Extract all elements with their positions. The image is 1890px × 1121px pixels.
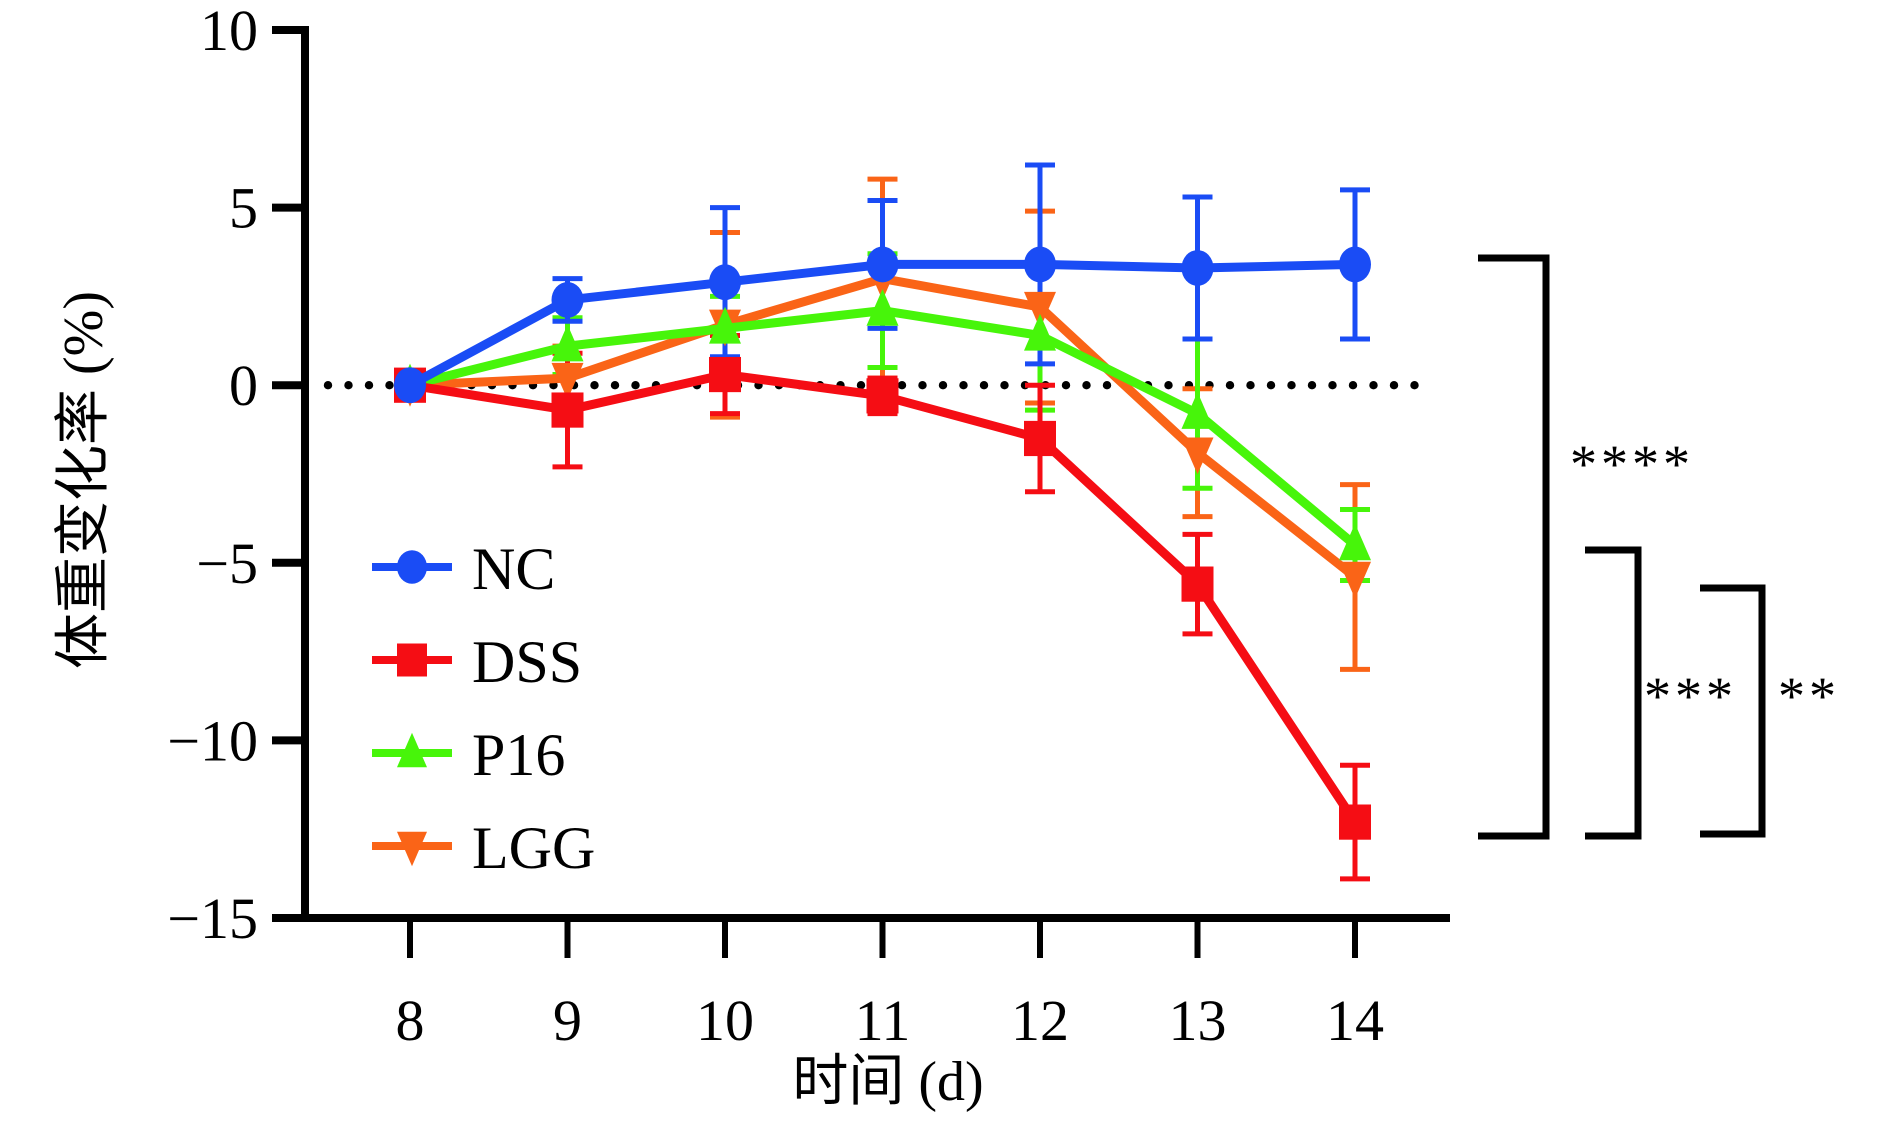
zero-reference-dot xyxy=(1246,381,1255,390)
data-point-dss xyxy=(551,392,584,428)
significance-label: ** xyxy=(1778,666,1840,726)
bracket-line xyxy=(1700,584,1766,838)
error-bars-lgg xyxy=(552,176,1370,672)
y-tick-label: −15 xyxy=(167,886,258,951)
data-point-p16 xyxy=(866,289,899,326)
zero-reference-dot xyxy=(959,381,968,390)
y-tick-label: 0 xyxy=(229,353,258,418)
legend-item-nc: NC xyxy=(372,536,555,602)
zero-reference-dot xyxy=(631,381,640,390)
data-point-nc xyxy=(1339,246,1371,283)
x-tick-label: 10 xyxy=(696,988,754,1053)
zero-reference-dot xyxy=(610,381,620,390)
legend-label: P16 xyxy=(472,722,565,788)
x-axis-title: 时间 (d) xyxy=(792,1051,983,1113)
data-point-p16 xyxy=(1339,523,1371,561)
legend: NC DSS P16 LGG xyxy=(372,536,595,881)
data-point-nc xyxy=(866,246,899,283)
legend-label: DSS xyxy=(472,629,582,695)
zero-reference-dot xyxy=(1389,381,1399,390)
x-axis-ticks: 8 9 10 11 12 13 14 xyxy=(396,918,1384,1053)
data-point-lgg xyxy=(1181,437,1214,475)
zero-reference-dot xyxy=(1082,381,1091,390)
data-point-nc xyxy=(394,367,426,404)
zero-reference-dot xyxy=(1348,381,1358,390)
zero-reference-dot xyxy=(1266,381,1276,390)
bracket-line xyxy=(1585,546,1642,840)
x-tick-label: 8 xyxy=(396,988,425,1053)
zero-reference-dot xyxy=(897,381,907,390)
zero-reference-dot xyxy=(1061,381,1071,390)
zero-reference-dot xyxy=(856,381,866,390)
legend-label: LGG xyxy=(472,815,595,881)
data-point-dss xyxy=(866,378,899,414)
axes xyxy=(272,26,1450,922)
data-point-dss xyxy=(709,356,741,393)
significance-bracket: **** xyxy=(1478,254,1694,840)
zero-reference-dot xyxy=(344,381,353,390)
data-point-dss xyxy=(1339,804,1371,840)
zero-reference-dot xyxy=(364,381,374,390)
significance-annotations: ******* ** xyxy=(1478,254,1840,840)
y-tick-label: −5 xyxy=(196,531,258,596)
series-nc xyxy=(394,246,1371,404)
x-tick-label: 14 xyxy=(1326,988,1384,1053)
y-tick-label: 5 xyxy=(229,176,258,241)
x-tick-label: 12 xyxy=(1011,988,1069,1053)
data-point-dss xyxy=(1181,566,1214,602)
zero-reference-dot xyxy=(1225,381,1235,390)
zero-reference-dot xyxy=(385,381,394,390)
zero-reference-dot xyxy=(1102,381,1112,390)
significance-label: *** xyxy=(1644,666,1737,726)
data-point-nc xyxy=(1181,250,1214,286)
legend-marker xyxy=(397,831,427,867)
y-tick-label: 10 xyxy=(200,0,258,63)
series-layer xyxy=(394,162,1371,882)
data-point-dss xyxy=(1024,420,1056,457)
zero-reference-dot xyxy=(938,381,948,390)
significance-bracket: ** xyxy=(1700,584,1840,838)
legend-marker xyxy=(397,732,427,768)
zero-reference-dot xyxy=(1287,381,1296,390)
zero-reference-dot xyxy=(1410,381,1419,390)
zero-reference-dot xyxy=(1369,381,1378,390)
data-point-p16 xyxy=(551,324,584,362)
legend-marker xyxy=(397,550,427,584)
y-axis-title: 体重变化率 (%) xyxy=(53,291,115,669)
x-tick-label: 9 xyxy=(553,988,582,1053)
data-point-nc xyxy=(551,282,584,318)
legend-label: NC xyxy=(472,536,555,602)
legend-item-lgg: LGG xyxy=(372,815,595,881)
data-point-nc xyxy=(1024,246,1056,283)
x-tick-label: 13 xyxy=(1169,988,1227,1053)
zero-reference-dot xyxy=(1328,381,1337,390)
zero-reference-dot xyxy=(979,381,989,390)
y-tick-label: −10 xyxy=(167,708,258,773)
zero-reference-dot xyxy=(1307,381,1317,390)
zero-reference-dot xyxy=(1000,381,1009,390)
zero-reference-dot xyxy=(323,381,333,390)
bracket-line xyxy=(1478,254,1550,840)
data-point-nc xyxy=(709,264,741,301)
data-point-lgg xyxy=(1024,291,1056,329)
data-point-p16 xyxy=(1181,392,1214,429)
zero-reference-dot xyxy=(918,381,927,390)
legend-item-dss: DSS xyxy=(372,629,582,695)
y-axis-ticks: 10 5 0 −5 −10 −15 xyxy=(167,0,305,951)
data-point-p16 xyxy=(709,306,741,344)
legend-item-p16: P16 xyxy=(372,722,565,788)
zero-reference-dot xyxy=(1164,381,1173,390)
legend-marker xyxy=(397,643,427,677)
x-tick-label: 11 xyxy=(855,988,911,1053)
significance-label: **** xyxy=(1570,434,1694,494)
significance-bracket: *** xyxy=(1585,546,1737,840)
data-point-lgg xyxy=(1339,561,1371,599)
data-point-lgg xyxy=(551,362,584,400)
zero-reference-dot xyxy=(590,381,599,390)
data-point-p16 xyxy=(1024,313,1056,351)
